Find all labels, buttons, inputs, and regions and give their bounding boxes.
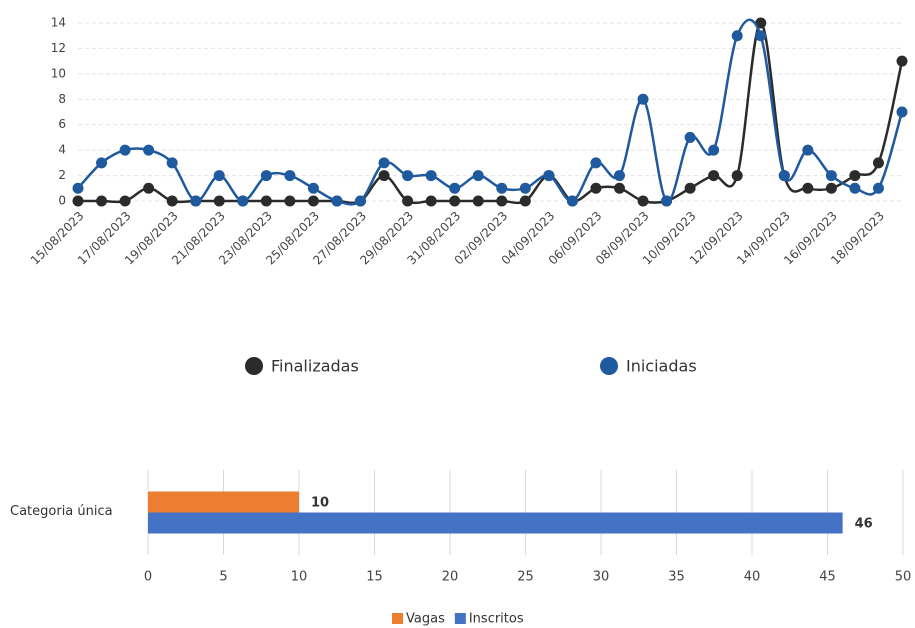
data-point: [260, 170, 272, 182]
data-point: [802, 144, 814, 156]
data-point: [825, 182, 837, 194]
legend-label: Inscritos: [469, 612, 524, 627]
category-label: Categoria única: [10, 504, 113, 519]
x-tick-label: 0: [144, 570, 152, 585]
data-point: [896, 55, 908, 67]
x-tick-label: 20: [442, 570, 459, 585]
data-point: [331, 195, 343, 207]
data-point: [260, 195, 272, 207]
data-point: [425, 195, 437, 207]
y-tick-label: 12: [51, 41, 66, 55]
y-tick-label: 4: [58, 143, 66, 157]
data-point: [778, 170, 790, 182]
x-tick-label: 50: [895, 570, 912, 585]
data-point: [825, 170, 837, 182]
data-point: [755, 30, 767, 42]
data-point: [661, 195, 673, 207]
data-point: [613, 170, 625, 182]
x-tick-label: 10: [291, 570, 308, 585]
series-line: [77, 18, 904, 206]
data-point: [166, 195, 178, 207]
bar: [148, 512, 843, 534]
data-point: [72, 195, 84, 207]
data-point: [96, 195, 108, 207]
data-point: [496, 182, 508, 194]
data-point: [449, 182, 461, 194]
data-point: [284, 170, 296, 182]
data-point: [755, 17, 767, 29]
data-point: [402, 170, 414, 182]
y-tick-label: 8: [58, 92, 66, 106]
data-point: [96, 157, 108, 169]
data-point: [355, 195, 367, 207]
x-tick-label: 25: [517, 570, 534, 585]
data-point: [566, 195, 578, 207]
legend-label: Iniciadas: [626, 357, 697, 376]
data-point: [872, 182, 884, 194]
data-point: [449, 195, 461, 207]
data-point: [519, 182, 531, 194]
data-point: [849, 170, 861, 182]
data-point: [119, 144, 131, 156]
data-label: 46: [855, 517, 873, 532]
data-point: [378, 157, 390, 169]
legend-label: Finalizadas: [271, 357, 359, 376]
x-tick-label: 35: [668, 570, 685, 585]
legend-marker: [600, 357, 618, 375]
x-tick-label: 30: [593, 570, 610, 585]
data-point: [637, 195, 649, 207]
data-point: [237, 195, 249, 207]
data-point: [307, 195, 319, 207]
data-point: [519, 195, 531, 207]
data-point: [284, 195, 296, 207]
legend-marker: [454, 613, 466, 624]
data-point: [684, 131, 696, 143]
data-point: [543, 170, 555, 182]
data-point: [731, 30, 743, 42]
y-tick-label: 2: [58, 168, 66, 182]
data-point: [425, 170, 437, 182]
data-point: [143, 144, 155, 156]
data-point: [213, 170, 225, 182]
data-point: [472, 170, 484, 182]
legend-marker: [392, 613, 403, 624]
y-tick-label: 6: [58, 117, 66, 131]
data-point: [684, 182, 696, 194]
y-tick-label: 10: [51, 66, 66, 80]
data-point: [590, 157, 602, 169]
data-point: [896, 106, 908, 118]
data-point: [143, 182, 155, 194]
data-point: [378, 170, 390, 182]
data-point: [72, 182, 84, 194]
data-point: [708, 144, 720, 156]
x-tick-label: 5: [219, 570, 227, 585]
bar: [148, 491, 299, 513]
data-point: [731, 170, 743, 182]
data-point: [496, 195, 508, 207]
data-point: [307, 182, 319, 194]
data-point: [213, 195, 225, 207]
data-point: [402, 195, 414, 207]
data-point: [166, 157, 178, 169]
y-tick-label: 0: [58, 194, 66, 208]
data-point: [802, 182, 814, 194]
data-point: [872, 157, 884, 169]
data-point: [472, 195, 484, 207]
data-point: [849, 182, 861, 194]
legend-marker: [245, 357, 263, 375]
y-tick-label: 14: [51, 16, 66, 30]
data-point: [708, 170, 720, 182]
legend-label: Vagas: [406, 612, 445, 627]
x-tick-label: 40: [744, 570, 761, 585]
data-point: [590, 182, 602, 194]
data-label: 10: [311, 496, 329, 511]
data-point: [613, 182, 625, 194]
x-tick-label: 45: [819, 570, 836, 585]
data-point: [119, 195, 131, 207]
data-point: [190, 195, 202, 207]
data-point: [637, 93, 649, 105]
x-tick-label: 15: [366, 570, 383, 585]
